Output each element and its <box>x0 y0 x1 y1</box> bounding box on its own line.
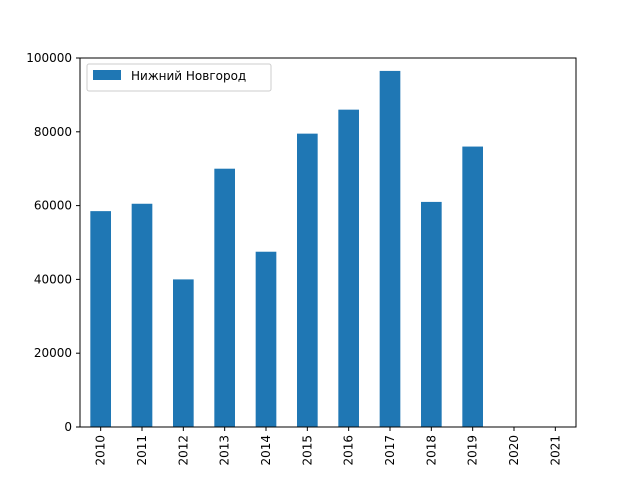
y-tick-label: 100000 <box>26 51 72 65</box>
y-tick-label: 60000 <box>34 199 72 213</box>
legend-label: Нижний Новгород <box>131 69 246 83</box>
bar-2014 <box>255 251 277 427</box>
x-tick-label: 2011 <box>135 435 149 466</box>
x-axis: 2010 2011 2012 2013 2014 2015 2016 2017 2018 2019… <box>94 427 562 466</box>
y-tick-label: 0 <box>64 420 72 434</box>
x-tick-label: 2013 <box>218 435 232 466</box>
bar-2017 <box>379 70 401 427</box>
plot-frame <box>79 57 577 428</box>
y-axis: 0 20000 40000 60000 80000 100000 <box>26 51 80 434</box>
bar-2013 <box>214 168 235 427</box>
legend-swatch <box>93 70 121 80</box>
bar-2015 <box>297 133 318 427</box>
bars-group <box>90 70 483 427</box>
x-tick-label: 2021 <box>548 435 562 466</box>
x-tick-label: 2017 <box>383 435 397 466</box>
y-tick-label: 40000 <box>34 272 72 286</box>
x-tick-label: 2012 <box>176 435 190 466</box>
legend: Нижний Новгород <box>86 63 272 92</box>
x-tick-label: 2018 <box>424 435 438 466</box>
bar-2016 <box>338 109 359 427</box>
y-tick-label: 20000 <box>34 346 72 360</box>
bar-2019 <box>462 146 483 427</box>
x-tick-label: 2010 <box>94 435 108 466</box>
legend-box <box>86 63 272 92</box>
bar-2012 <box>173 279 194 427</box>
x-tick-label: 2016 <box>342 435 356 466</box>
x-tick-label: 2019 <box>466 435 480 466</box>
x-tick-label: 2014 <box>259 435 273 466</box>
bar-2011 <box>131 203 153 427</box>
x-tick-label: 2020 <box>507 435 521 466</box>
bar-2018 <box>421 201 442 427</box>
y-tick-label: 80000 <box>34 125 72 139</box>
x-tick-label: 2015 <box>300 435 314 466</box>
bar-2010 <box>90 211 111 427</box>
